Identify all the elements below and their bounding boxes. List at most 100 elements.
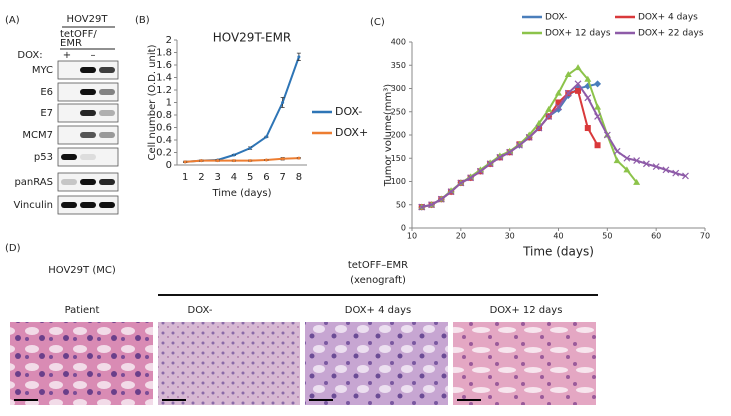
marker — [652, 163, 660, 171]
x-tick-label: 3 — [214, 172, 220, 183]
marker — [584, 125, 591, 132]
band — [99, 110, 115, 116]
y-tick-label: 2 — [166, 35, 172, 46]
marker — [603, 131, 611, 139]
y-tick-label: 400 — [391, 38, 406, 47]
marker — [476, 167, 484, 175]
marker — [594, 142, 601, 149]
marker — [555, 103, 562, 111]
marker — [447, 188, 455, 196]
histology-image — [305, 322, 448, 405]
protein-label: E6 — [40, 87, 53, 98]
protein-label: Vinculin — [14, 200, 53, 211]
band — [80, 110, 96, 116]
y-tick-label: 300 — [391, 84, 406, 93]
y-tick-label: 0 — [166, 160, 172, 171]
x-tick-label: 2 — [198, 172, 204, 183]
panel-d: (D) HOV29T (MC) tetOFF–EMR (xenograft) P… — [5, 243, 598, 405]
protein-label: E7 — [40, 108, 53, 119]
y-tick-label: 0.2 — [156, 148, 172, 159]
panel-label: (D) — [5, 243, 21, 254]
marker — [574, 80, 582, 88]
series-line — [185, 56, 300, 163]
band — [61, 179, 77, 185]
band — [80, 132, 96, 138]
marker — [575, 87, 582, 94]
legend-label: DOX+ 12 days — [545, 29, 611, 39]
marker — [594, 103, 602, 110]
y-tick-label: 200 — [391, 131, 406, 140]
legend-label: DOX- — [545, 13, 567, 23]
marker — [574, 64, 582, 71]
y-tick-label: 1.8 — [156, 48, 172, 59]
marker — [232, 153, 236, 157]
dox-state: – — [91, 50, 96, 61]
marker — [535, 124, 543, 132]
band — [61, 202, 77, 208]
x-tick-label: 60 — [651, 232, 661, 241]
panel-a: (A) HOV29T tetOFF/ EMR DOX: + – MYCE6E7M… — [5, 14, 119, 215]
y-tick-label: 100 — [391, 177, 406, 186]
band — [99, 179, 115, 185]
marker — [437, 195, 445, 203]
y-axis-label: Tumor volume(mm³) — [383, 84, 394, 188]
band — [80, 154, 96, 160]
marker — [633, 157, 641, 164]
x-tick-label: 6 — [263, 172, 269, 183]
band — [80, 202, 96, 208]
marker — [682, 172, 689, 180]
marker — [486, 159, 494, 166]
x-tick-label: 50 — [602, 232, 612, 241]
marker — [672, 169, 680, 177]
marker — [623, 166, 631, 173]
y-axis-label: Cell number (O.D. unit) — [147, 44, 158, 160]
marker — [516, 141, 523, 149]
series-line — [421, 82, 598, 209]
group-label: tetOFF–EMR — [348, 260, 408, 271]
band — [99, 67, 115, 73]
marker — [281, 157, 285, 161]
protein-label: MYC — [32, 65, 53, 76]
marker — [525, 133, 533, 141]
y-tick-label: 1.4 — [156, 73, 172, 84]
marker — [447, 187, 455, 194]
image-label: Patient — [65, 305, 100, 316]
blot — [57, 147, 119, 167]
y-tick-label: 0.4 — [156, 135, 172, 146]
x-tick-label: 1 — [182, 172, 188, 183]
construct: EMR — [60, 38, 82, 49]
x-tick-label: 4 — [231, 172, 237, 183]
x-tick-label: 70 — [700, 232, 710, 241]
histology-image — [453, 322, 596, 405]
marker — [183, 160, 187, 164]
y-tick-label: 0 — [401, 224, 406, 233]
marker — [545, 105, 553, 112]
image-label: DOX+ 4 days — [345, 305, 411, 316]
marker — [594, 80, 602, 88]
marker — [486, 160, 494, 168]
x-tick-label: 30 — [505, 232, 515, 241]
marker — [264, 135, 268, 139]
group-label: HOV29T (MC) — [48, 265, 116, 276]
marker — [281, 101, 285, 104]
band — [80, 67, 96, 73]
legend-label: DOX- — [335, 105, 362, 118]
marker — [564, 89, 572, 97]
y-tick-label: 250 — [391, 107, 406, 116]
image-label: DOX+ 12 days — [490, 305, 563, 316]
marker — [457, 179, 465, 187]
x-tick-label: 7 — [279, 172, 285, 183]
band — [99, 132, 115, 138]
marker — [248, 146, 252, 150]
marker — [623, 154, 631, 162]
charts: 1 2 3 4 5 6 7 800.20.40.60.811.21.41.61.82 HOV29… — [147, 13, 710, 259]
x-tick-label: 5 — [247, 172, 253, 183]
marker — [613, 157, 621, 164]
marker — [199, 159, 203, 163]
y-tick-label: 1.2 — [156, 85, 172, 96]
marker — [506, 148, 514, 156]
y-tick-label: 1.6 — [156, 60, 172, 71]
marker — [496, 153, 504, 161]
marker — [633, 178, 641, 185]
marker — [216, 159, 220, 163]
